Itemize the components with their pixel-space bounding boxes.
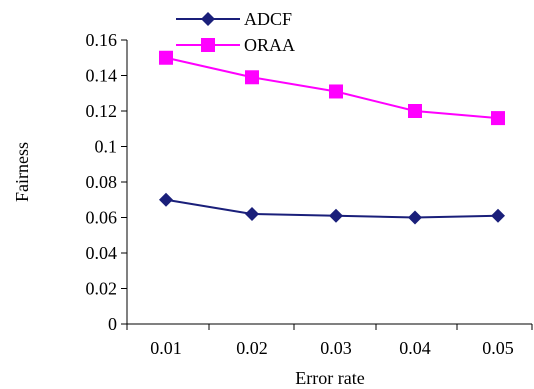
data-point-adcf — [491, 208, 505, 223]
legend: ADCF ORAA — [176, 9, 295, 55]
y-tick-label: 0.14 — [86, 66, 118, 86]
data-point-oraa — [491, 111, 505, 126]
data-point-adcf — [408, 210, 422, 225]
y-tick-label: 0.06 — [86, 208, 118, 228]
x-tick-label: 0.04 — [399, 338, 431, 358]
legend-entry-oraa: ORAA — [176, 35, 295, 55]
y-ticks: 0 0.02 0.04 0.06 0.08 0.1 0.12 0.14 0.16 — [86, 30, 127, 334]
x-ticks: 0.01 0.02 0.03 0.04 0.05 — [126, 324, 533, 358]
legend-marker — [201, 12, 215, 26]
series-oraa — [159, 50, 505, 126]
y-tick-label: 0.08 — [86, 172, 118, 192]
legend-label: ADCF — [244, 9, 292, 29]
data-point-oraa — [159, 50, 173, 65]
y-tick-label: 0.02 — [86, 279, 118, 299]
data-point-oraa — [245, 70, 259, 85]
x-tick-label: 0.02 — [236, 338, 268, 358]
data-point-oraa — [329, 84, 343, 99]
y-tick-label: 0.04 — [86, 243, 118, 263]
x-axis-title: Error rate — [295, 368, 364, 388]
x-tick-label: 0.05 — [482, 338, 514, 358]
data-point-adcf — [329, 208, 343, 223]
x-tick-label: 0.03 — [320, 338, 352, 358]
data-point-adcf — [159, 192, 173, 207]
y-tick-label: 0.1 — [95, 137, 118, 157]
series-layer — [159, 50, 505, 225]
y-axis-title: Fairness — [12, 142, 32, 202]
legend-label: ORAA — [244, 35, 295, 55]
data-point-adcf — [245, 206, 259, 221]
legend-entry-adcf: ADCF — [176, 9, 292, 29]
y-tick-label: 0 — [108, 314, 117, 334]
y-tick-label: 0.12 — [86, 101, 118, 121]
axes — [126, 40, 532, 325]
data-point-oraa — [408, 104, 422, 118]
y-tick-label: 0.16 — [86, 30, 118, 50]
series-adcf — [159, 192, 505, 225]
x-tick-label: 0.01 — [150, 338, 182, 358]
legend-marker — [201, 38, 215, 52]
